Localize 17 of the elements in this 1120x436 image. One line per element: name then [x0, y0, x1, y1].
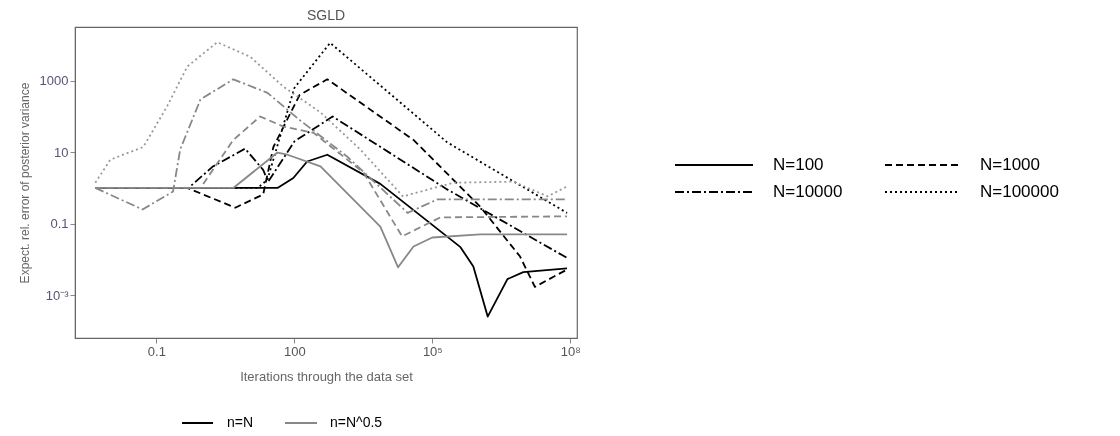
y-tick-label: 10	[54, 144, 69, 160]
x-tick-label: 10⁵	[422, 343, 443, 359]
legend-label: N=100000	[980, 182, 1059, 201]
text: n=N	[227, 414, 254, 430]
y-tick-label: 1000	[39, 73, 69, 89]
y-axis-title: Expect. rel. error of posterior variance	[17, 82, 32, 284]
x-tick-label: 100	[283, 343, 306, 359]
x-tick-label: 10⁸	[560, 343, 581, 359]
x-tick-label: 0.1	[147, 343, 166, 359]
y-tick-label: 10⁻³	[45, 287, 70, 303]
chart-title: SGLD	[306, 7, 346, 23]
y-tick-label: 0.1	[50, 216, 69, 232]
legend-label: N=100	[773, 155, 824, 174]
legend-label: N=1000	[980, 155, 1041, 174]
x-axis-title: Iterations through the data set	[240, 368, 414, 384]
legend-label: N=10000	[773, 182, 843, 201]
text: n=N^0.5	[330, 414, 383, 430]
